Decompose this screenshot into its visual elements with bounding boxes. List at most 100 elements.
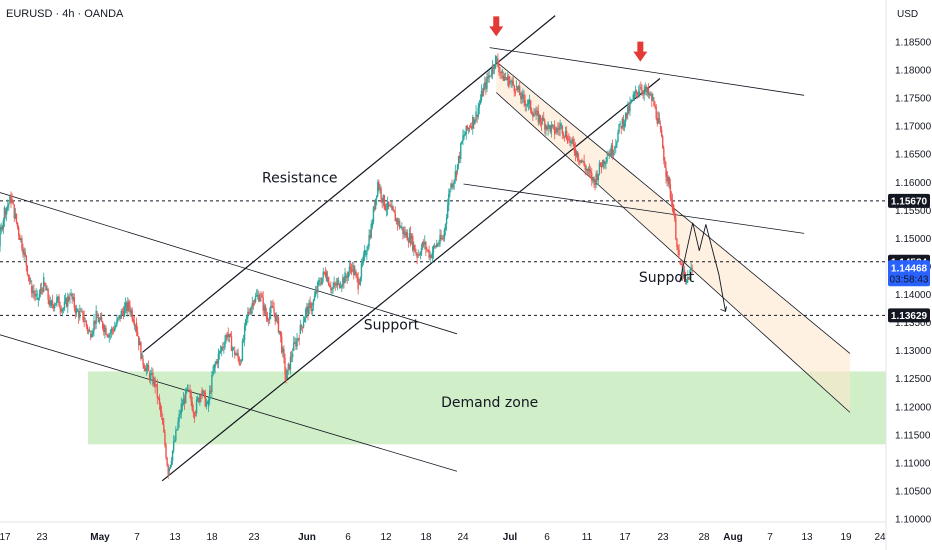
candle-body [313,296,316,301]
x-tick-label: 23 [248,532,260,543]
candle-body [628,106,630,112]
candle-body [365,254,367,256]
candle-body [317,282,319,293]
candle-body [565,131,568,140]
candle-body [656,118,658,124]
candle-body [282,348,284,353]
candle-body [519,86,521,96]
candle-body [144,368,146,372]
candle-body [594,182,596,185]
candle-body [51,300,54,305]
y-tick-label: 1.16500 [895,150,932,161]
candle-body [502,75,505,81]
candle-body [497,58,499,66]
candle-body [199,394,201,403]
candle-body [474,119,476,125]
candle-body [668,176,670,185]
candle-body [21,238,23,249]
candle-body [468,128,471,129]
candle-body [225,335,227,341]
candle-body [219,350,222,352]
candle-body [390,205,392,208]
candle-body [414,244,416,253]
candle-body [204,392,207,407]
candle-body [68,296,70,300]
candle-body [618,123,620,133]
x-tick-label: 18 [420,532,432,543]
candle-body [489,75,491,77]
candle-body [585,169,588,171]
candle-body [7,205,9,208]
trendline-channel-top-1 [0,192,458,335]
y-tick-label: 1.18000 [895,66,932,77]
candle-body [671,199,674,211]
candle-body [248,311,250,314]
candle-body [139,342,141,346]
candle-body [134,325,137,327]
descending-channel-fill [496,61,850,413]
candle-body [44,283,46,285]
candle-body [504,77,507,79]
candle-body [84,321,86,322]
candle-body [116,319,118,326]
candle-body [226,335,228,338]
candle-body [287,363,289,370]
candle-body [613,147,616,149]
candle-body [654,105,656,107]
candle-body [434,245,437,247]
candle-body [546,125,548,130]
candle-body [581,159,583,162]
candle-body [164,432,166,446]
candle-body [117,317,119,320]
candle-body [621,118,624,129]
candle-body [129,305,131,313]
candle-body [350,268,353,273]
demand-zone-box [88,371,886,445]
candle-body [210,390,212,393]
y-tick-label: 1.13000 [895,346,932,357]
candle-body [333,282,335,287]
candle-body [425,241,427,250]
candle-body [270,305,272,314]
candle-body [336,281,339,286]
candle-body [4,210,7,215]
candle-body [664,160,666,168]
candle-body [191,401,193,410]
candle-body [106,334,108,336]
candle-body [684,276,687,280]
candle-body [243,325,246,340]
candle-body [47,288,49,300]
candle-body [680,263,682,265]
candle-body [258,294,260,302]
candle-body [341,285,343,287]
candle-body [417,254,419,256]
candle-body [58,296,60,307]
candle-body [388,201,390,207]
x-tick-label: Jun [298,532,316,543]
candle-body [448,193,450,206]
candle-body [285,373,287,380]
candle-body [55,303,57,306]
candle-body [102,321,104,329]
candle-body [635,90,638,93]
candle-body [49,300,52,306]
candle-body [616,141,618,146]
candle-body [670,197,673,200]
candle-body [140,342,142,359]
candle-body [462,135,464,142]
candle-body [576,151,579,159]
demand-zone-label: Demand zone [441,395,538,411]
candle-body [299,325,301,334]
candle-body [37,298,39,301]
candle-body [368,235,370,247]
candle-body [466,125,469,130]
candle-body [181,405,184,407]
candle-body [104,327,106,333]
candle-body [89,333,92,338]
candle-body [580,160,582,163]
candle-body [122,311,125,317]
candle-body [348,266,351,273]
candle-body [279,331,282,337]
candle-body [429,254,431,258]
